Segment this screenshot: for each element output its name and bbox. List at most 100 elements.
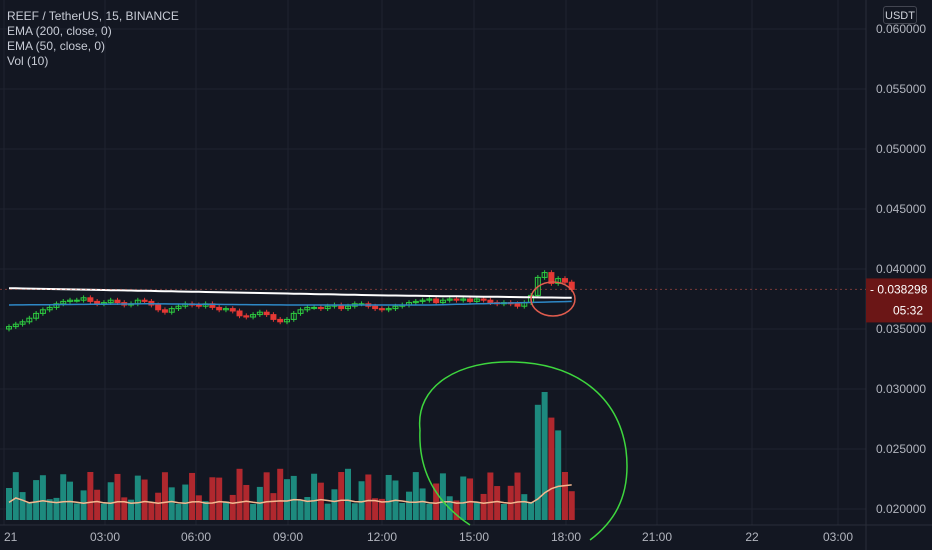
volume-bar xyxy=(26,502,33,520)
candle-body xyxy=(216,306,223,311)
candle-body xyxy=(175,305,182,310)
candle-body xyxy=(378,308,385,311)
volume-bar xyxy=(39,475,46,520)
volume-bar xyxy=(277,468,284,520)
time-tick-label: 18:00 xyxy=(551,530,581,544)
volume-bar xyxy=(73,503,80,520)
annotation-green-circle xyxy=(418,361,628,541)
time-tick-label: 22 xyxy=(745,530,759,544)
volume-bar xyxy=(263,472,270,520)
volume-bar xyxy=(80,490,87,520)
time-tick-label: 12:00 xyxy=(367,530,397,544)
volume-bar xyxy=(128,499,135,520)
volume-bar xyxy=(406,491,413,520)
price-tick-label: 0.025000 xyxy=(876,442,926,456)
legend-ema50[interactable]: EMA (50, close, 0) xyxy=(7,39,106,53)
price-tick-label: 0.020000 xyxy=(876,502,926,516)
volume-bar xyxy=(324,503,331,520)
candle-body xyxy=(114,299,121,304)
volume-bar xyxy=(399,502,406,520)
volume-bar xyxy=(270,493,277,520)
volume-bar xyxy=(161,472,168,520)
volume-bar xyxy=(412,472,419,520)
candle-body xyxy=(155,304,162,311)
volume-bar xyxy=(528,501,535,520)
candle-body xyxy=(250,314,257,318)
volume-bar xyxy=(53,497,60,520)
volume-bar xyxy=(541,392,548,520)
chart-legend: REEF / TetherUS, 15, BINANCE EMA (200, c… xyxy=(7,9,179,69)
candle-body xyxy=(46,306,53,311)
candle-body xyxy=(256,311,263,316)
legend-vol[interactable]: Vol (10) xyxy=(7,54,49,68)
candle-body xyxy=(263,311,270,316)
candle-body xyxy=(311,306,318,309)
volume-bar xyxy=(250,503,257,520)
volume-bar xyxy=(378,498,385,520)
volume-bar xyxy=(46,499,53,520)
volume-bar xyxy=(87,472,94,520)
volume-bar xyxy=(216,477,223,520)
volume-bar xyxy=(243,484,250,520)
legend-ema200[interactable]: EMA (200, close, 0) xyxy=(7,24,112,38)
price-tick-label: 0.030000 xyxy=(876,382,926,396)
candle-body xyxy=(107,299,114,304)
volume-bar xyxy=(372,498,379,520)
volume-bar xyxy=(351,503,358,520)
candle-body xyxy=(297,309,304,314)
candle-body xyxy=(73,299,80,302)
volume-bar xyxy=(290,475,297,520)
legend-symbol[interactable]: REEF / TetherUS, 15, BINANCE xyxy=(7,9,179,23)
volume-bar xyxy=(222,501,229,520)
candle-body xyxy=(161,309,168,313)
candle-body xyxy=(283,318,290,323)
time-tick-label: 15:00 xyxy=(459,530,489,544)
volume-bar xyxy=(236,468,243,520)
time-tick-label: 03:00 xyxy=(90,530,120,544)
volume-bar xyxy=(195,495,202,520)
candle-body xyxy=(561,278,568,283)
volume-bar xyxy=(202,501,209,520)
candle-body xyxy=(534,276,541,296)
price-tick-label: 0.050000 xyxy=(876,142,926,156)
volume-bar xyxy=(439,473,446,520)
volume-bar xyxy=(209,477,216,520)
volume-bar xyxy=(514,472,521,520)
candle-body xyxy=(426,298,433,301)
time-tick-label: 21 xyxy=(4,530,18,544)
candle-body xyxy=(473,298,480,302)
candle-body xyxy=(446,298,453,301)
currency-button[interactable]: USDT xyxy=(883,6,917,24)
candle-body xyxy=(67,299,74,302)
volume-bar xyxy=(304,497,311,520)
price-tick-label: 0.055000 xyxy=(876,82,926,96)
volume-bar xyxy=(338,472,345,520)
candle-body xyxy=(412,300,419,304)
volume-bar xyxy=(189,472,196,520)
candle-body xyxy=(94,300,101,305)
candle-body xyxy=(26,317,33,323)
time-axis: 21 03:00 06:00 09:00 12:00 15:00 18:00 21:00 22 0… xyxy=(4,530,853,544)
volume-bar xyxy=(229,494,236,520)
volume-bar xyxy=(19,492,26,520)
volume-bar xyxy=(141,479,148,520)
candle-body xyxy=(392,305,399,310)
volume-ma-line xyxy=(8,484,572,505)
last-price-label: - 0.038298 xyxy=(870,282,928,296)
volume-bar xyxy=(33,480,40,520)
price-tick-label: 0.060000 xyxy=(876,22,926,36)
candle-body xyxy=(33,312,40,319)
time-tick-label: 06:00 xyxy=(181,530,211,544)
volume-bar xyxy=(6,488,12,520)
volume-bar xyxy=(114,473,121,520)
volume-bar xyxy=(419,488,426,520)
candle-body xyxy=(6,326,12,330)
time-tick-label: 21:00 xyxy=(642,530,672,544)
candle-body xyxy=(514,303,521,307)
price-axis: 0.060000 0.055000 0.050000 0.045000 0.040000… xyxy=(876,22,926,516)
candle-body xyxy=(548,272,555,284)
volume-bar xyxy=(480,493,487,520)
volume-bar xyxy=(168,487,175,520)
ema50-line xyxy=(8,300,572,306)
